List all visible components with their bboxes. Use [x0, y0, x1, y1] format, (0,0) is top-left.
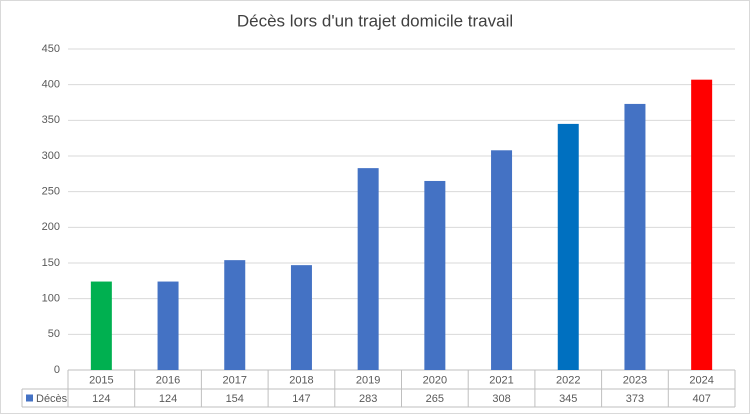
table-value: 154	[226, 393, 244, 405]
x-tick-label: 2023	[623, 374, 647, 386]
y-tick-label: 300	[42, 150, 60, 162]
bar	[157, 281, 179, 370]
y-tick-label: 100	[42, 293, 60, 305]
table-value: 124	[92, 393, 110, 405]
x-tick-label: 2024	[689, 374, 713, 386]
bar	[424, 180, 446, 370]
x-tick-label: 2021	[489, 374, 513, 386]
bar	[491, 150, 513, 370]
x-tick-label: 2019	[356, 374, 380, 386]
bar	[224, 260, 246, 370]
bar	[357, 168, 379, 370]
x-tick-label: 2016	[156, 374, 180, 386]
x-tick-label: 2015	[89, 374, 113, 386]
y-tick-label: 200	[42, 221, 60, 233]
bar	[624, 103, 646, 370]
y-tick-label: 450	[42, 43, 60, 55]
bar	[290, 265, 312, 370]
legend-swatch	[26, 394, 33, 402]
chart-title: Décès lors d'un trajet domicile travail	[237, 11, 513, 30]
y-tick-label: 350	[42, 114, 60, 126]
table-value: 283	[359, 393, 377, 405]
x-tick-label: 2020	[423, 374, 447, 386]
x-tick-label: 2018	[289, 374, 313, 386]
table-value: 373	[626, 393, 644, 405]
table-value: 124	[159, 393, 177, 405]
table-value: 345	[559, 393, 577, 405]
table-value: 308	[492, 393, 510, 405]
legend-label: Décès	[36, 393, 68, 405]
y-tick-label: 150	[42, 257, 60, 269]
table-value: 147	[292, 393, 310, 405]
bar	[691, 79, 713, 370]
x-tick-label: 2017	[223, 374, 247, 386]
y-tick-label: 250	[42, 186, 60, 198]
table-value: 407	[692, 393, 710, 405]
y-tick-label: 0	[54, 364, 60, 376]
table-value: 265	[426, 393, 444, 405]
bar	[90, 281, 112, 370]
y-tick-label: 400	[42, 79, 60, 91]
x-tick-label: 2022	[556, 374, 580, 386]
y-tick-label: 50	[48, 328, 60, 340]
bar	[557, 123, 579, 371]
